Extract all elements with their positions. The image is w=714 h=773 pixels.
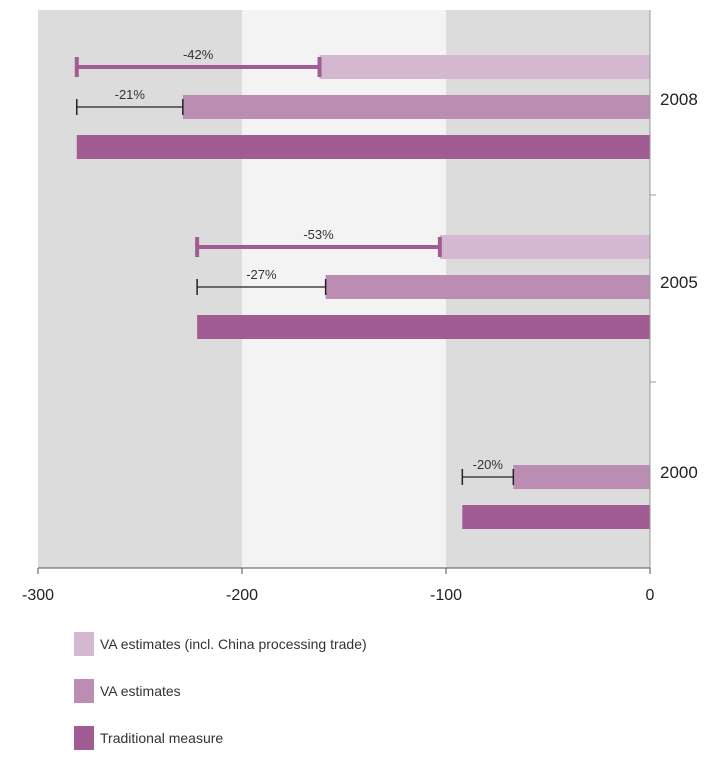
bar-2008-series-1 [182,95,650,119]
category-label-2008: 2008 [660,90,698,109]
annotation-label-2008-1: -21% [115,87,146,102]
x-tick-label-2: -100 [430,587,462,604]
legend-swatch-va-incl-china [74,632,94,656]
annotation-label-2005-3: -27% [246,267,277,282]
bar-2000-series-1 [513,465,650,489]
annotation-label-2008-0: -42% [183,47,214,62]
bar-2000-series-2 [462,505,650,529]
legend-item-va-incl-china: VA estimates (incl. China processing tra… [74,632,367,656]
annotation-label-2000-4: -20% [473,457,504,472]
legend-item-va-estimates: VA estimates [74,679,367,703]
category-label-2005: 2005 [660,273,698,292]
legend-item-traditional-measure: Traditional measure [74,726,367,750]
x-tick-label-3: 0 [646,587,655,604]
category-label-2000: 2000 [660,463,698,482]
legend: VA estimates (incl. China processing tra… [74,632,367,773]
bar-2008-series-0 [319,55,650,79]
bar-2008-series-2 [76,135,650,159]
x-tick-label-1: -200 [226,587,258,604]
legend-swatch-traditional-measure [74,726,94,750]
legend-swatch-va-estimates [74,679,94,703]
legend-label-traditional-measure: Traditional measure [100,730,224,746]
bar-2005-series-0 [439,235,650,259]
chart: -42% -21% -53% -27% -20% 2008 2005 2000 -300 -200… [22,10,698,604]
legend-label-va-incl-china: VA estimates (incl. China processing tra… [100,636,367,652]
annotation-label-2005-2: -53% [303,227,334,242]
x-tick-label-0: -300 [22,587,54,604]
bar-2005-series-2 [197,315,650,339]
legend-label-va-estimates: VA estimates [100,683,181,699]
bar-2005-series-1 [325,275,650,299]
